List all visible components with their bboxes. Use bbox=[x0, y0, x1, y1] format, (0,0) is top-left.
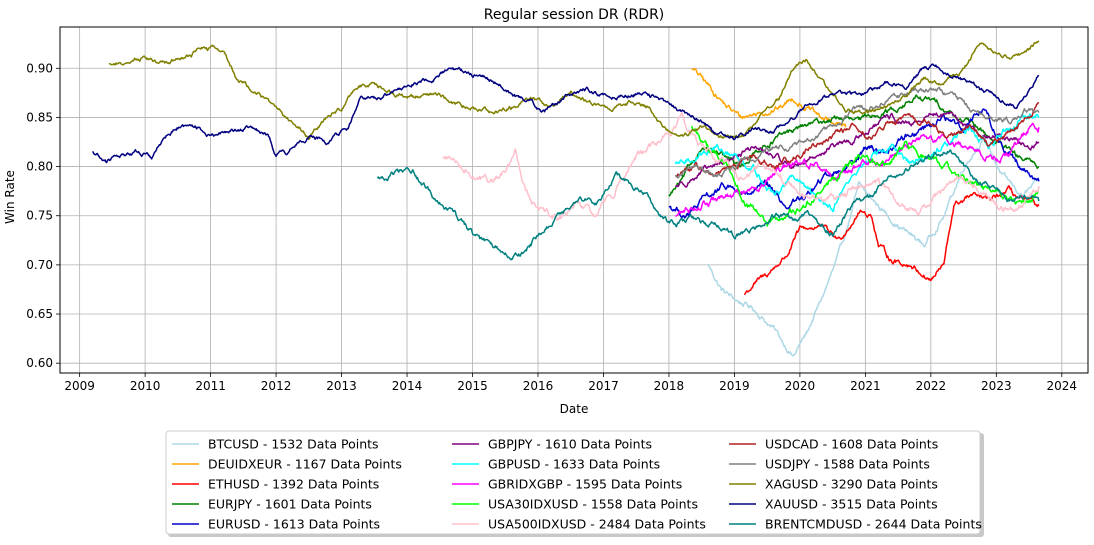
x-tick-label: 2019 bbox=[719, 379, 750, 393]
y-tick-label: 0.90 bbox=[26, 61, 53, 75]
series-line-xauusd bbox=[92, 63, 1040, 164]
legend-label-gbridxgbp: GBRIDXGBP - 1595 Data Points bbox=[488, 477, 682, 492]
x-tick-label: 2020 bbox=[785, 379, 816, 393]
legend-label-eurusd: EURUSD - 1613 Data Points bbox=[208, 517, 380, 532]
x-tick-label: 2018 bbox=[654, 379, 685, 393]
y-axis-label: Win Rate bbox=[3, 170, 17, 224]
series-line-gbpusd bbox=[674, 113, 1040, 213]
legend-label-ethusd: ETHUSD - 1392 Data Points bbox=[208, 477, 379, 492]
y-tick-label: 0.85 bbox=[26, 110, 53, 124]
legend-box bbox=[165, 430, 981, 535]
chart-title: Regular session DR (RDR) bbox=[484, 7, 665, 23]
x-tick-label: 2017 bbox=[588, 379, 619, 393]
legend-label-xagusd: XAGUSD - 3290 Data Points bbox=[765, 477, 938, 492]
series-line-xagusd bbox=[108, 40, 1040, 140]
legend-label-usdjpy: USDJPY - 1588 Data Points bbox=[765, 457, 930, 472]
series-line-usdjpy bbox=[674, 86, 1040, 179]
y-tick-label: 0.80 bbox=[26, 160, 53, 174]
y-tick-label: 0.75 bbox=[26, 209, 53, 223]
x-tick-label: 2015 bbox=[457, 379, 488, 393]
legend-label-deuidxeur: DEUIDXEUR - 1167 Data Points bbox=[208, 457, 402, 472]
legend-items: BTCUSD - 1532 Data Points DEUIDXEUR - 116… bbox=[172, 437, 982, 532]
grid-lines bbox=[60, 27, 1088, 373]
series-line-gbridxgbp bbox=[675, 122, 1040, 217]
legend-label-usdcad: USDCAD - 1608 Data Points bbox=[765, 437, 938, 452]
x-tick-label: 2009 bbox=[64, 379, 95, 393]
legend-label-usa500idxusd: USA500IDXUSD - 2484 Data Points bbox=[488, 517, 706, 532]
x-tick-label: 2023 bbox=[981, 379, 1012, 393]
legend-label-xauusd: XAUUSD - 3515 Data Points bbox=[765, 497, 938, 512]
legend-label-gbpjpy: GBPJPY - 1610 Data Points bbox=[488, 437, 652, 452]
y-tick-label: 0.60 bbox=[26, 356, 53, 370]
legend: BTCUSD - 1532 Data Points DEUIDXEUR - 116… bbox=[165, 430, 984, 537]
series-line-brentcmdusd bbox=[376, 149, 1040, 261]
series-line-deuidxeur bbox=[691, 68, 847, 128]
x-axis-ticks: 2009 2010 2011 2012 2013 2014 2015 2016 2017 2018… bbox=[64, 373, 1077, 393]
plot-series-group bbox=[92, 40, 1040, 357]
y-tick-label: 0.65 bbox=[26, 307, 53, 321]
x-tick-label: 2016 bbox=[523, 379, 554, 393]
series-line-usa500idxusd bbox=[442, 112, 1040, 221]
x-tick-label: 2012 bbox=[261, 379, 292, 393]
plot-frame bbox=[59, 26, 1089, 374]
x-tick-label: 2022 bbox=[916, 379, 947, 393]
x-tick-label: 2024 bbox=[1047, 379, 1078, 393]
x-tick-label: 2013 bbox=[326, 379, 357, 393]
legend-label-brentcmdusd: BRENTCMDUSD - 2644 Data Points bbox=[765, 517, 982, 532]
x-tick-label: 2021 bbox=[850, 379, 881, 393]
x-tick-label: 2014 bbox=[392, 379, 423, 393]
x-tick-label: 2011 bbox=[195, 379, 226, 393]
series-line-ethusd bbox=[743, 185, 1040, 296]
x-tick-label: 2010 bbox=[130, 379, 161, 393]
legend-label-usa30idxusd: USA30IDXUSD - 1558 Data Points bbox=[488, 497, 698, 512]
y-axis-ticks: 0.60 0.65 0.70 0.75 0.80 0.85 0.90 bbox=[26, 61, 60, 370]
legend-label-btcusd: BTCUSD - 1532 Data Points bbox=[208, 437, 379, 452]
y-tick-label: 0.70 bbox=[26, 258, 53, 272]
legend-label-gbpusd: GBPUSD - 1633 Data Points bbox=[488, 457, 660, 472]
legend-label-eurjpy: EURJPY - 1601 Data Points bbox=[208, 497, 372, 512]
x-axis-label: Date bbox=[560, 402, 589, 416]
series-line-eurjpy bbox=[668, 94, 1040, 197]
